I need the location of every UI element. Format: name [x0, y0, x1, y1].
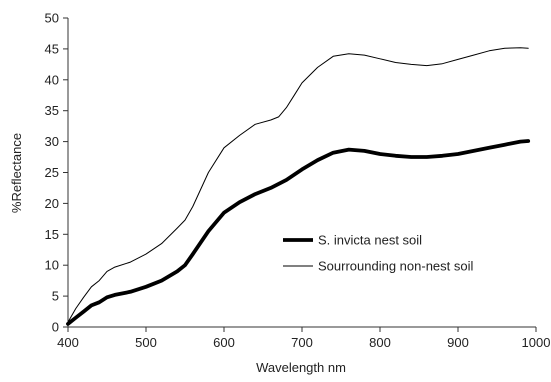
- series-line-2: [67, 47, 529, 323]
- series-line-1: [66, 139, 531, 326]
- axes: 0 5 10 15 20 25 30 35 40 45 50 400 500 600 700 800 900 10…: [45, 11, 551, 351]
- x-tick-label: 500: [135, 335, 157, 350]
- y-tick-label: 15: [45, 227, 59, 242]
- y-tick-label: 5: [52, 289, 59, 304]
- x-tick-label: 800: [369, 335, 391, 350]
- x-tick-label: 900: [447, 335, 469, 350]
- x-tick-label: 400: [57, 335, 79, 350]
- y-tick-label: 45: [45, 41, 59, 56]
- x-axis-label: Wavelength nm: [256, 360, 346, 375]
- y-tick-label: 10: [45, 258, 59, 273]
- y-tick-label: 0: [52, 320, 59, 335]
- y-tick-label: 40: [45, 72, 59, 87]
- series-lines: [66, 47, 531, 326]
- y-tick-label: 30: [45, 134, 59, 149]
- legend-label-2: Sourrounding non-nest soil: [318, 259, 473, 274]
- legend: S. invicta nest soil Sourrounding non-nes…: [283, 233, 473, 274]
- y-tick-label: 50: [45, 11, 59, 26]
- x-tick-label: 1000: [522, 335, 551, 350]
- y-tick-label: 25: [45, 165, 59, 180]
- y-tick-label: 35: [45, 103, 59, 118]
- legend-label-1: S. invicta nest soil: [318, 233, 422, 248]
- y-axis-label: %Reflectance: [9, 133, 24, 213]
- y-tick-label: 20: [45, 196, 59, 211]
- x-tick-label: 700: [291, 335, 313, 350]
- x-tick-label: 600: [213, 335, 235, 350]
